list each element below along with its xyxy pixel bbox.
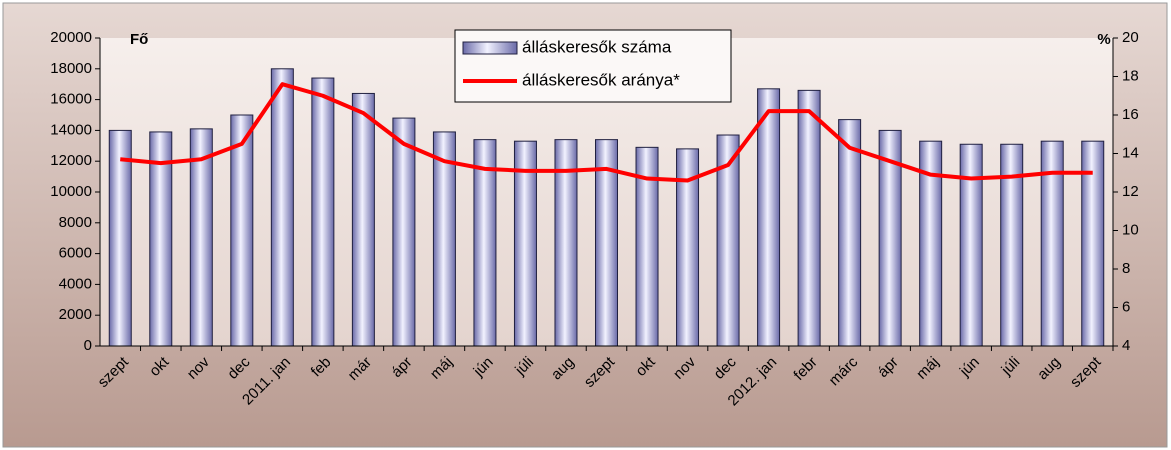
y-tick-label: 16000: [50, 91, 92, 108]
y-tick-label: 8000: [59, 214, 92, 231]
bar: [757, 88, 781, 347]
bar: [230, 114, 254, 347]
y-tick-label: 14000: [50, 121, 92, 138]
bar: [392, 117, 416, 347]
bar: [270, 68, 294, 347]
bar: [797, 89, 821, 347]
legend-label: álláskeresők aránya*: [522, 70, 680, 89]
legend-label: álláskeresők száma: [522, 37, 672, 56]
y-tick-label: 12000: [50, 152, 92, 169]
y-tick-label: 10000: [50, 183, 92, 200]
y-tick-label: 0: [84, 337, 92, 354]
y2-tick-label: 8: [1122, 260, 1130, 277]
y2-tick-label: 10: [1122, 221, 1139, 238]
y-tick-label: 4000: [59, 275, 92, 292]
y2-tick-label: 4: [1122, 337, 1130, 354]
y2-tick-label: 14: [1122, 144, 1139, 161]
y-tick-label: 6000: [59, 245, 92, 262]
y2-tick-label: 12: [1122, 183, 1139, 200]
y2-tick-label: 6: [1122, 298, 1130, 315]
y-tick-label: 2000: [59, 306, 92, 323]
y2-axis-label: %: [1097, 31, 1110, 48]
y2-tick-label: 16: [1122, 106, 1139, 123]
line: [120, 82, 1093, 183]
bar: [959, 143, 983, 347]
bar: [838, 119, 862, 347]
bar: [311, 77, 335, 347]
bar: [108, 129, 132, 347]
y-axis-label: Fő: [130, 31, 148, 48]
y-tick-label: 18000: [50, 60, 92, 77]
legend-swatch: [462, 41, 518, 55]
legend: [454, 29, 732, 103]
y2-tick-label: 20: [1122, 29, 1139, 46]
y2-tick-label: 18: [1122, 67, 1139, 84]
y-tick-label: 20000: [50, 29, 92, 46]
bar: [351, 92, 375, 347]
